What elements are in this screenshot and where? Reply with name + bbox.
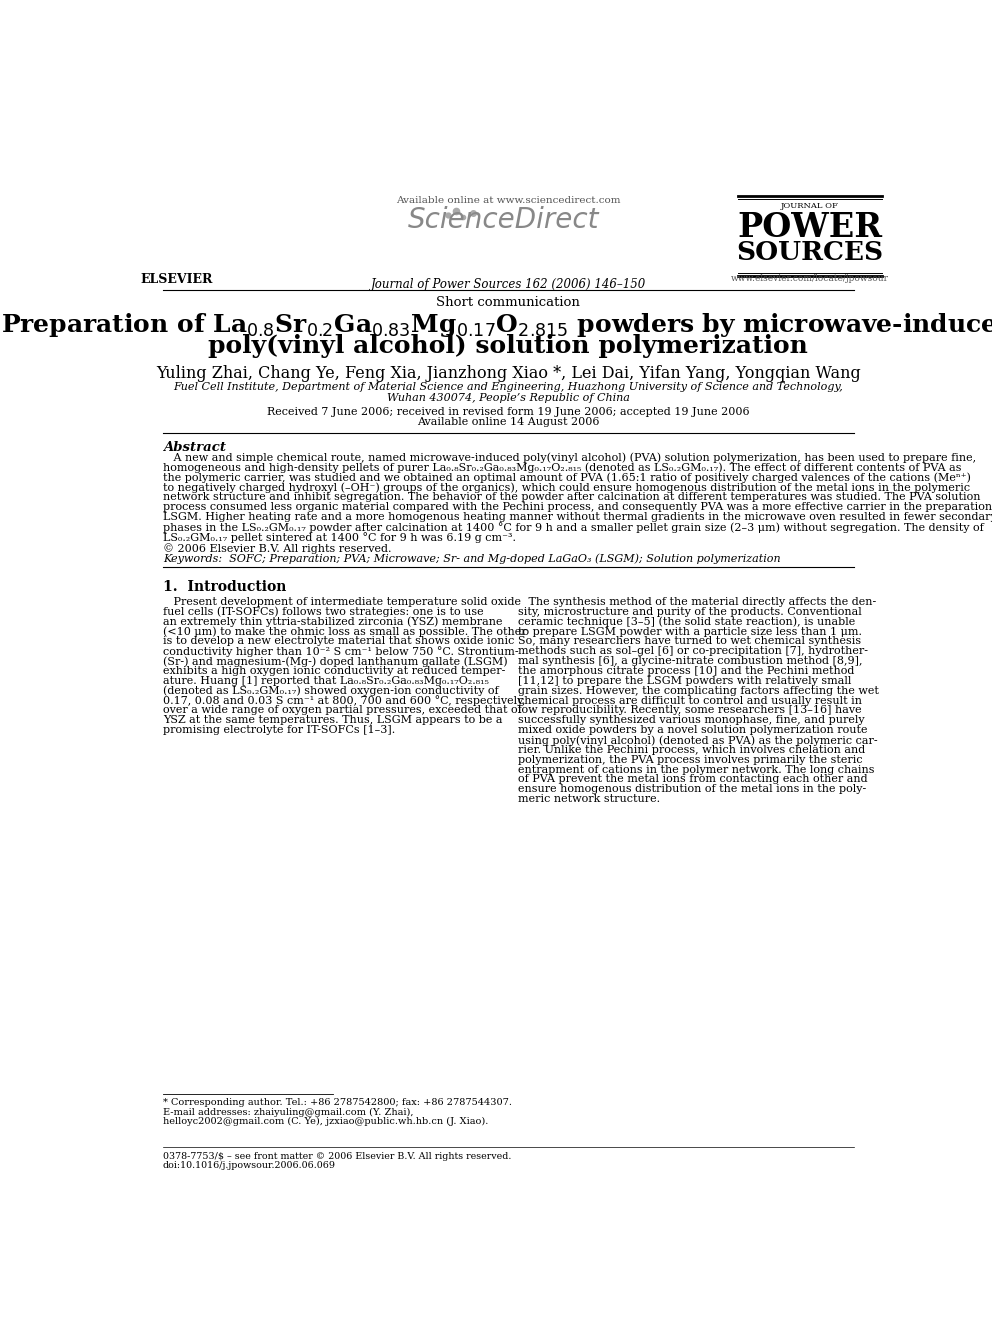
Text: (Sr-) and magnesium-(Mg-) doped lanthanum gallate (LSGM): (Sr-) and magnesium-(Mg-) doped lanthanu…	[163, 656, 507, 667]
Text: Received 7 June 2006; received in revised form 19 June 2006; accepted 19 June 20: Received 7 June 2006; received in revise…	[267, 406, 750, 417]
Text: of PVA prevent the metal ions from contacting each other and: of PVA prevent the metal ions from conta…	[518, 774, 867, 785]
Text: network structure and inhibit segregation. The behavior of the powder after calc: network structure and inhibit segregatio…	[163, 492, 980, 503]
Text: LSGM. Higher heating rate and a more homogenous heating manner without thermal g: LSGM. Higher heating rate and a more hom…	[163, 512, 992, 523]
Text: A new and simple chemical route, named microwave-induced poly(vinyl alcohol) (PV: A new and simple chemical route, named m…	[163, 452, 976, 463]
Text: the amorphous citrate process [10] and the Pechini method: the amorphous citrate process [10] and t…	[518, 665, 854, 676]
Text: YSZ at the same temperatures. Thus, LSGM appears to be a: YSZ at the same temperatures. Thus, LSGM…	[163, 716, 502, 725]
Text: doi:10.1016/j.jpowsour.2006.06.069: doi:10.1016/j.jpowsour.2006.06.069	[163, 1162, 335, 1171]
Text: phases in the LS₀.₂GM₀.₁₇ powder after calcination at 1400 °C for 9 h and a smal: phases in the LS₀.₂GM₀.₁₇ powder after c…	[163, 521, 983, 533]
Text: methods such as sol–gel [6] or co-precipitation [7], hydrother-: methods such as sol–gel [6] or co-precip…	[518, 647, 868, 656]
Text: homogeneous and high-density pellets of purer La₀.₈Sr₀.₂Ga₀.₈₃Mg₀.₁₇O₂.₈₁₅ (deno: homogeneous and high-density pellets of …	[163, 463, 961, 474]
Text: ensure homogenous distribution of the metal ions in the poly-: ensure homogenous distribution of the me…	[518, 785, 866, 794]
Text: Abstract: Abstract	[163, 441, 226, 454]
Text: E-mail addresses: zhaiyuling@gmail.com (Y. Zhai),: E-mail addresses: zhaiyuling@gmail.com (…	[163, 1107, 414, 1117]
Text: (<10 μm) to make the ohmic loss as small as possible. The other: (<10 μm) to make the ohmic loss as small…	[163, 627, 527, 638]
Text: grain sizes. However, the complicating factors affecting the wet: grain sizes. However, the complicating f…	[518, 685, 879, 696]
Text: helloyc2002@gmail.com (C. Ye), jzxiao@public.wh.hb.cn (J. Xiao).: helloyc2002@gmail.com (C. Ye), jzxiao@pu…	[163, 1117, 488, 1126]
Text: to negatively charged hydroxyl (–OH⁻) groups of the organics), which could ensur: to negatively charged hydroxyl (–OH⁻) gr…	[163, 483, 970, 493]
Text: 1.  Introduction: 1. Introduction	[163, 579, 286, 594]
Text: 0378-7753/$ – see front matter © 2006 Elsevier B.V. All rights reserved.: 0378-7753/$ – see front matter © 2006 El…	[163, 1152, 511, 1162]
Text: to prepare LSGM powder with a particle size less than 1 μm.: to prepare LSGM powder with a particle s…	[518, 627, 862, 636]
Text: Short communication: Short communication	[436, 296, 580, 308]
Text: © 2006 Elsevier B.V. All rights reserved.: © 2006 Elsevier B.V. All rights reserved…	[163, 544, 391, 554]
Text: successfully synthesized various monophase, fine, and purely: successfully synthesized various monopha…	[518, 716, 864, 725]
Text: is to develop a new electrolyte material that shows oxide ionic: is to develop a new electrolyte material…	[163, 636, 514, 647]
Text: Present development of intermediate temperature solid oxide: Present development of intermediate temp…	[163, 597, 521, 607]
Text: 0.17, 0.08 and 0.03 S cm⁻¹ at 800, 700 and 600 °C, respectively,: 0.17, 0.08 and 0.03 S cm⁻¹ at 800, 700 a…	[163, 696, 525, 706]
Text: poly(vinyl alcohol) solution polymerization: poly(vinyl alcohol) solution polymerizat…	[208, 335, 808, 359]
Text: meric network structure.: meric network structure.	[518, 794, 660, 804]
Text: Available online 14 August 2006: Available online 14 August 2006	[418, 418, 599, 427]
Text: fuel cells (IT-SOFCs) follows two strategies: one is to use: fuel cells (IT-SOFCs) follows two strate…	[163, 607, 483, 618]
Text: [11,12] to prepare the LSGM powders with relatively small: [11,12] to prepare the LSGM powders with…	[518, 676, 851, 685]
Text: (denoted as LS₀.₂GM₀.₁₇) showed oxygen-ion conductivity of: (denoted as LS₀.₂GM₀.₁₇) showed oxygen-i…	[163, 685, 498, 696]
Text: ScienceDirect: ScienceDirect	[408, 206, 599, 234]
Text: low reproducibility. Recently, some researchers [13–16] have: low reproducibility. Recently, some rese…	[518, 705, 861, 716]
Text: Available online at www.sciencedirect.com: Available online at www.sciencedirect.co…	[396, 196, 621, 205]
Text: exhibits a high oxygen ionic conductivity at reduced temper-: exhibits a high oxygen ionic conductivit…	[163, 665, 505, 676]
Text: ature. Huang [1] reported that La₀.₈Sr₀.₂Ga₀.₈₃Mg₀.₁₇O₂.₈₁₅: ature. Huang [1] reported that La₀.₈Sr₀.…	[163, 676, 489, 685]
Text: chemical process are difficult to control and usually result in: chemical process are difficult to contro…	[518, 696, 862, 705]
Text: Yuling Zhai, Chang Ye, Feng Xia, Jianzhong Xiao *, Lei Dai, Yifan Yang, Yongqian: Yuling Zhai, Chang Ye, Feng Xia, Jianzho…	[156, 365, 861, 382]
Text: rier. Unlike the Pechini process, which involves chelation and: rier. Unlike the Pechini process, which …	[518, 745, 865, 755]
Text: Fuel Cell Institute, Department of Material Science and Engineering, Huazhong Un: Fuel Cell Institute, Department of Mater…	[174, 382, 843, 392]
Text: SOURCES: SOURCES	[736, 241, 884, 266]
Text: ceramic technique [3–5] (the solid state reaction), is unable: ceramic technique [3–5] (the solid state…	[518, 617, 855, 627]
Text: entrapment of cations in the polymer network. The long chains: entrapment of cations in the polymer net…	[518, 765, 874, 774]
Text: ELSEVIER: ELSEVIER	[141, 273, 213, 286]
Text: Keywords:  SOFC; Preparation; PVA; Microwave; Sr- and Mg-doped LaGaO₃ (LSGM); So: Keywords: SOFC; Preparation; PVA; Microw…	[163, 553, 781, 564]
Text: mal synthesis [6], a glycine-nitrate combustion method [8,9],: mal synthesis [6], a glycine-nitrate com…	[518, 656, 862, 667]
Text: polymerization, the PVA process involves primarily the steric: polymerization, the PVA process involves…	[518, 754, 862, 765]
Text: process consumed less organic material compared with the Pechini process, and co: process consumed less organic material c…	[163, 503, 992, 512]
Text: over a wide range of oxygen partial pressures, exceeded that of: over a wide range of oxygen partial pres…	[163, 705, 522, 716]
Text: Journal of Power Sources 162 (2006) 146–150: Journal of Power Sources 162 (2006) 146–…	[371, 278, 646, 291]
Text: JOURNAL OF: JOURNAL OF	[781, 202, 839, 210]
Text: www.elsevier.com/locate/jpowsour: www.elsevier.com/locate/jpowsour	[731, 274, 889, 283]
Text: The synthesis method of the material directly affects the den-: The synthesis method of the material dir…	[518, 597, 876, 607]
Text: sity, microstructure and purity of the products. Conventional: sity, microstructure and purity of the p…	[518, 607, 861, 617]
Text: conductivity higher than 10⁻² S cm⁻¹ below 750 °C. Strontium-: conductivity higher than 10⁻² S cm⁻¹ bel…	[163, 647, 519, 658]
Text: mixed oxide powders by a novel solution polymerization route: mixed oxide powders by a novel solution …	[518, 725, 867, 736]
Text: Wuhan 430074, People’s Republic of China: Wuhan 430074, People’s Republic of China	[387, 393, 630, 402]
Text: LS₀.₂GM₀.₁₇ pellet sintered at 1400 °C for 9 h was 6.19 g cm⁻³.: LS₀.₂GM₀.₁₇ pellet sintered at 1400 °C f…	[163, 532, 516, 542]
Text: POWER: POWER	[737, 212, 883, 245]
Text: an extremely thin yttria-stabilized zirconia (YSZ) membrane: an extremely thin yttria-stabilized zirc…	[163, 617, 502, 627]
Text: using poly(vinyl alcohol) (denoted as PVA) as the polymeric car-: using poly(vinyl alcohol) (denoted as PV…	[518, 736, 877, 746]
Text: So, many researchers have turned to wet chemical synthesis: So, many researchers have turned to wet …	[518, 636, 861, 647]
Text: Preparation of La$_{0.8}$Sr$_{0.2}$Ga$_{0.83}$Mg$_{0.17}$O$_{2.815}$ powders by : Preparation of La$_{0.8}$Sr$_{0.2}$Ga$_{…	[1, 311, 992, 339]
Text: the polymeric carrier, was studied and we obtained an optimal amount of PVA (1.6: the polymeric carrier, was studied and w…	[163, 472, 970, 483]
Text: promising electrolyte for IT-SOFCs [1–3].: promising electrolyte for IT-SOFCs [1–3]…	[163, 725, 395, 736]
Text: * Corresponding author. Tel.: +86 2787542800; fax: +86 2787544307.: * Corresponding author. Tel.: +86 278754…	[163, 1098, 512, 1107]
